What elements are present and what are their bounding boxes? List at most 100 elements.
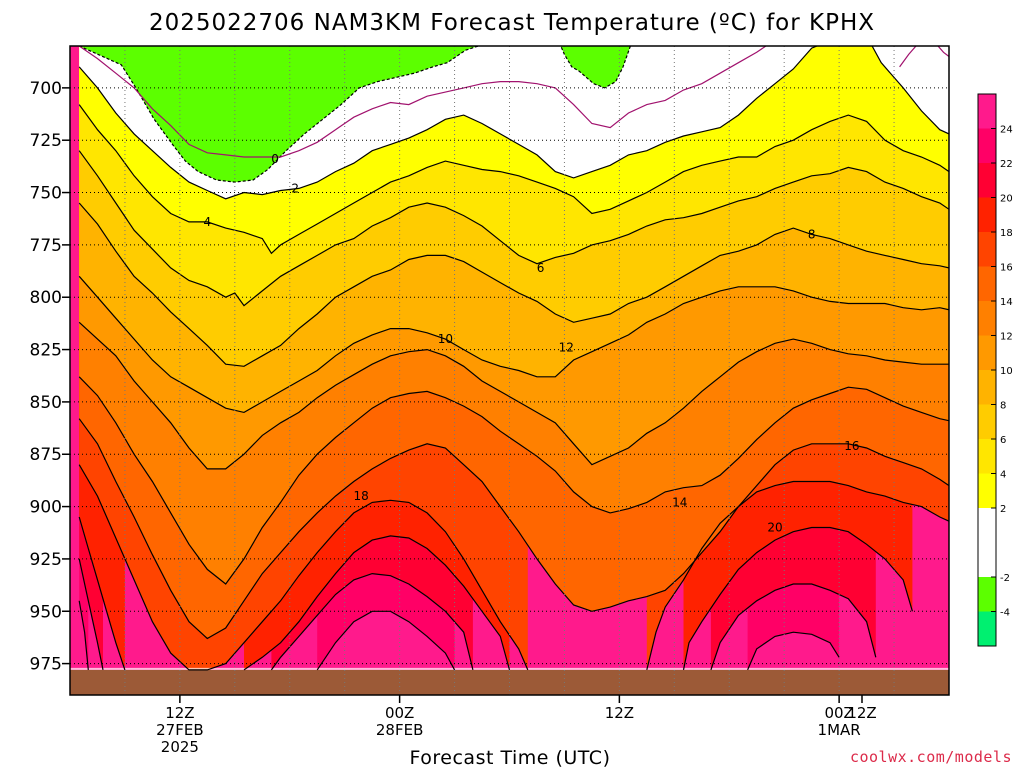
temperature-bands [79, 46, 949, 670]
x-tick-label-2-0: 12Z [605, 704, 634, 722]
colorbar-label-10: 10 [1000, 366, 1013, 377]
colorbar-band-10 [978, 335, 996, 370]
colorbar-band-8 [978, 370, 996, 405]
colorbar-band-12 [978, 301, 996, 336]
x-tick-label-1-0: 00Z [385, 704, 414, 722]
x-tick-label-0-0: 12Z [165, 704, 194, 722]
band-fill-2 [872, 46, 949, 134]
credit-text: coolwx.com/models [850, 748, 1012, 766]
colorbar-band--6 [978, 611, 996, 646]
colorbar-label-22: 22 [1000, 159, 1013, 170]
colorbar-label--4: -4 [1000, 608, 1010, 619]
isotherm-label-4: 4 [204, 215, 212, 229]
isotherm-label-12: 12 [559, 340, 574, 354]
isotherm-label-16: 16 [844, 439, 859, 453]
colorbar-label-12: 12 [1000, 332, 1013, 343]
x-tick-label-0-2: 2025 [161, 738, 199, 756]
y-tick-label-775: 775 [30, 236, 62, 256]
y-tick-label-900: 900 [30, 498, 62, 518]
y-tick-label-750: 750 [30, 184, 62, 204]
colorbar-label-4: 4 [1000, 470, 1006, 481]
x-tick-label-3-1: 1MAR [818, 721, 861, 739]
isotherm-label-8: 8 [808, 227, 816, 241]
y-tick-label-975: 975 [30, 655, 62, 675]
isotherm-20 [78, 516, 126, 671]
colorbar-band--2 [978, 542, 996, 577]
isotherm-24 [78, 600, 89, 670]
colorbar-label-6: 6 [1000, 435, 1006, 446]
isotherm-16 [78, 418, 949, 640]
isotherm-14 [78, 376, 949, 585]
isotherm-0 [937, 46, 949, 57]
isotherm-4 [78, 104, 949, 255]
y-tick-label-850: 850 [30, 393, 62, 413]
isotherm-24 [747, 631, 840, 671]
isotherm-0 [78, 46, 767, 158]
colorbar-band-14 [978, 266, 996, 301]
colorbar-label-24: 24 [1000, 125, 1013, 136]
isotherm-22 [710, 583, 877, 671]
band-fill-0 [899, 46, 916, 67]
colorbar-label-2: 2 [1000, 504, 1006, 515]
isotherm-label-14: 14 [672, 495, 687, 509]
y-tick-label-725: 725 [30, 131, 62, 151]
colorbar-band-20 [978, 163, 996, 198]
isotherm-label-2: 2 [291, 181, 299, 195]
colorbar-label-18: 18 [1000, 228, 1013, 239]
x-tick-label-0-1: 27FEB [156, 721, 203, 739]
band-fill--2 [560, 46, 631, 88]
band-fill--2 [79, 46, 479, 183]
isotherm--2 [560, 46, 631, 89]
isotherm-label-0: 0 [271, 152, 279, 166]
plot-frame [69, 45, 950, 696]
isotherm-8 [78, 202, 949, 367]
colorbar-band-6 [978, 404, 996, 439]
y-tick-label-875: 875 [30, 445, 62, 465]
colorbar-label-20: 20 [1000, 194, 1013, 205]
colorbar-label-8: 8 [1000, 401, 1006, 412]
isotherm-2 [871, 46, 949, 135]
colorbar-band-16 [978, 232, 996, 267]
colorbar-band-0 [978, 508, 996, 543]
y-tick-label-800: 800 [30, 288, 62, 308]
isotherm-label-10: 10 [438, 332, 453, 346]
colorbar-label-14: 14 [1000, 297, 1013, 308]
isotherm-lines [78, 46, 949, 671]
isotherm-10 [78, 275, 949, 414]
colorbar-band--4 [978, 577, 996, 612]
colorbar-band-22 [978, 128, 996, 163]
colorbar-band-2 [978, 473, 996, 508]
colorbar-label-16: 16 [1000, 263, 1013, 274]
isotherm-22 [270, 572, 474, 671]
isotherm-22 [78, 558, 104, 671]
colorbar-label--2: -2 [1000, 573, 1010, 584]
isotherm-labels: 0 2 4 6 8 10 12 14 16 18 18 20 [204, 152, 975, 534]
y-tick-label-700: 700 [30, 79, 62, 99]
y-tick-label-950: 950 [30, 602, 62, 622]
isotherm-2 [78, 46, 818, 200]
x-axis-label: Forecast Time (UTC) [410, 747, 611, 768]
colorbar-band-18 [978, 197, 996, 232]
y-axis: 700 725 750 775 800 825 850 875 900 925 950 975 [30, 79, 70, 675]
chart-title: 2025022706 NAM3KM Forecast Temperature (… [149, 10, 875, 36]
y-tick-label-825: 825 [30, 341, 62, 361]
isotherm-label-18: 18 [960, 489, 975, 503]
x-tick-label-3-0: 00Z [824, 704, 853, 722]
isotherm-6 [78, 150, 949, 307]
isotherm-18 [646, 480, 949, 671]
plot-area: 0 2 4 6 8 10 12 14 16 18 18 20 [70, 46, 975, 695]
isotherm-18 [78, 464, 529, 671]
isotherm-label-18: 18 [354, 489, 369, 503]
x-tick-label-1-1: 28FEB [376, 721, 423, 739]
y-tick-label-925: 925 [30, 550, 62, 570]
colorbar-band-4 [978, 439, 996, 474]
isotherm-0 [899, 46, 917, 68]
colorbar-band-24 [978, 94, 996, 129]
x-tick-label-4-0: 12Z [847, 704, 876, 722]
isotherm-label-6: 6 [537, 261, 545, 275]
grid-lines [70, 46, 949, 695]
isotherm-20 [682, 526, 913, 671]
